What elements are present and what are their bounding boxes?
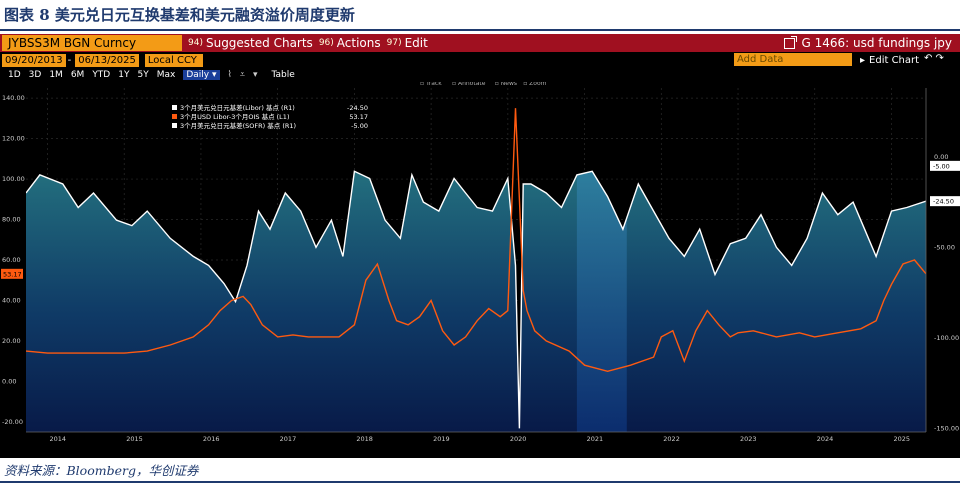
frequency-label: Daily — [186, 70, 210, 80]
right-badge-2: -24.50 — [933, 198, 954, 206]
edit-chart-caret-icon: ▸ — [860, 54, 866, 66]
period-1y[interactable]: 1Y — [118, 70, 130, 80]
table-button[interactable]: Table — [271, 70, 295, 80]
libor-ois-line — [26, 108, 926, 373]
legend-value-2: -5.00 — [351, 122, 368, 130]
x-tick-label-2017: 2017 — [280, 435, 297, 443]
left-tick-label-120: 120.00 — [2, 135, 25, 143]
axes: -20.00 0.00 20.00 40.00 60.00 80.00 100.00 120.… — [1, 88, 960, 443]
x-tick-label-2020: 2020 — [510, 435, 527, 443]
period-6m[interactable]: 6M — [70, 70, 85, 80]
legend-label-0: 3个月美元兑日元基差(Libor) 基点 (R1) — [180, 103, 295, 112]
chart-title: G 1466: usd fundings jpy — [801, 36, 952, 50]
external-link-icon[interactable] — [784, 35, 798, 49]
right-tick-label-0: 0.00 — [934, 153, 948, 161]
left-value-badge: 53.17 — [3, 270, 22, 278]
period-3d[interactable]: 3D — [28, 70, 42, 80]
x-tick-label-2024: 2024 — [817, 435, 834, 443]
toolbar-zoom: ▫ Zoom — [523, 82, 546, 87]
right-tick-label--100: -100.00 — [934, 334, 959, 342]
x-tick-label-2021: 2021 — [587, 435, 604, 443]
legend-value-0: -24.50 — [347, 104, 368, 112]
period-bar: 1D 3D 1M 6M YTD 1Y 5Y Max Daily ▾ ⌇ ⩡ ▾ … — [0, 68, 960, 82]
legend-swatch-0 — [172, 105, 177, 110]
ticker-field[interactable]: JYBSS3M BGN Curncy — [2, 35, 182, 51]
left-tick-label-80: 80.00 — [2, 216, 21, 224]
frequency-select[interactable]: Daily ▾ — [183, 70, 220, 80]
legend-swatch-2 — [172, 123, 177, 128]
basis-area-fill — [26, 171, 926, 432]
legend: 3个月美元兑日元基差(Libor) 基点 (R1) -24.50 3个月USD Li… — [172, 103, 368, 130]
period-ytd[interactable]: YTD — [92, 70, 111, 80]
menu-label-suggested-charts: Suggested Charts — [205, 36, 313, 50]
menu-bar: JYBSS3M BGN Curncy 94) Suggested Charts … — [0, 34, 960, 52]
menu-label-edit: Edit — [404, 36, 428, 50]
left-tick-label-0: 0.00 — [2, 377, 16, 385]
caption-rule — [0, 29, 960, 31]
x-tick-label-2015: 2015 — [126, 435, 143, 443]
menu-label-actions: Actions — [336, 36, 381, 50]
toolbar-news: ▫ News — [495, 82, 517, 87]
x-tick-label-2022: 2022 — [663, 435, 680, 443]
source-rule — [0, 481, 960, 483]
menu-suggested-charts[interactable]: 94) Suggested Charts — [188, 35, 313, 51]
chevron-down-icon: ▾ — [211, 70, 217, 80]
legend-label-1: 3个月USD Libor-3个月OIS 基点 (L1) — [180, 112, 289, 121]
right-badge-2-bg — [930, 196, 960, 207]
edit-chart-label: Edit Chart — [869, 54, 920, 66]
chart-svg: ▫ Track ▫ Annotate ▫ News ▫ Zoom -20.00 0.00… — [1, 80, 960, 443]
period-1m[interactable]: 1M — [49, 70, 63, 80]
chart-toolbar: ▫ Track ▫ Annotate ▫ News ▫ Zoom — [420, 80, 547, 87]
edit-chart-button[interactable]: ▸ Edit Chart — [860, 53, 919, 67]
date-separator: - — [67, 54, 72, 66]
x-tick-label-2016: 2016 — [203, 435, 220, 443]
right-tick-label--50: -50.00 — [934, 243, 955, 251]
right-badge-1: -5.00 — [933, 162, 950, 170]
currency-select[interactable]: Local CCY — [144, 53, 203, 67]
menu-key-97: 97) — [386, 38, 402, 48]
bloomberg-terminal: JYBSS3M BGN Curncy 94) Suggested Charts … — [0, 34, 960, 458]
toolbar-annotate: ▫ Annotate — [452, 82, 486, 87]
menu-actions[interactable]: 96) Actions — [319, 35, 381, 51]
period-5y[interactable]: 5Y — [137, 70, 149, 80]
period-1d[interactable]: 1D — [8, 70, 21, 80]
menu-key-94: 94) — [188, 38, 203, 48]
toolbar-track: ▫ Track — [420, 82, 442, 87]
figure-caption: 图表 8 美元兑日元互换基差和美元融资溢价周度更新 — [4, 6, 355, 24]
x-tick-label-2014: 2014 — [49, 435, 66, 443]
right-badge-1-bg — [930, 160, 960, 171]
basis-area — [26, 171, 926, 432]
x-tick-label-2025: 2025 — [893, 435, 910, 443]
left-tick-label-60: 60.00 — [2, 256, 21, 264]
dropdown-icon[interactable]: ▾ — [253, 70, 258, 80]
legend-label-2: 3个月美元兑日元基差(SOFR) 基点 (R1) — [180, 121, 296, 130]
period-max[interactable]: Max — [156, 70, 176, 80]
right-tick-label--150: -150.00 — [934, 424, 959, 432]
date-range-bar: 09/20/2013 - 06/13/2025 Local CCY Add Da… — [0, 52, 960, 68]
end-date-field[interactable]: 06/13/2025 — [75, 53, 139, 67]
x-tick-label-2018: 2018 — [356, 435, 373, 443]
left-tick-label-40: 40.00 — [2, 296, 21, 304]
chart-area: ▫ Track ▫ Annotate ▫ News ▫ Zoom -20.00 0.00… — [0, 80, 960, 458]
left-tick-label-140: 140.00 — [2, 94, 25, 102]
x-tick-label-2023: 2023 — [740, 435, 757, 443]
menu-key-96: 96) — [318, 38, 334, 48]
left-value-badge-bg — [1, 268, 23, 279]
chart-type-icon[interactable]: ⩡ — [239, 70, 245, 80]
left-tick-label--20: -20.00 — [2, 418, 23, 426]
left-tick-label-100: 100.00 — [2, 175, 25, 183]
source-note: 资料来源：Bloomberg，华创证券 — [4, 463, 199, 478]
chart-title-area: G 1466: usd fundings jpy — [784, 35, 960, 50]
start-date-field[interactable]: 09/20/2013 — [2, 53, 66, 67]
add-data-input[interactable]: Add Data — [734, 53, 852, 66]
left-tick-label-20: 20.00 — [2, 337, 21, 345]
menu-edit[interactable]: 97) Edit — [387, 35, 428, 51]
line-chart-icon[interactable]: ⌇ — [227, 70, 232, 80]
legend-value-1: 53.17 — [349, 113, 368, 121]
x-tick-label-2019: 2019 — [433, 435, 450, 443]
series-lines — [26, 108, 926, 429]
basis-line — [26, 170, 926, 429]
legend-swatch-1 — [172, 114, 177, 119]
undo-redo-icons[interactable]: ↶ ↷ — [924, 53, 944, 64]
